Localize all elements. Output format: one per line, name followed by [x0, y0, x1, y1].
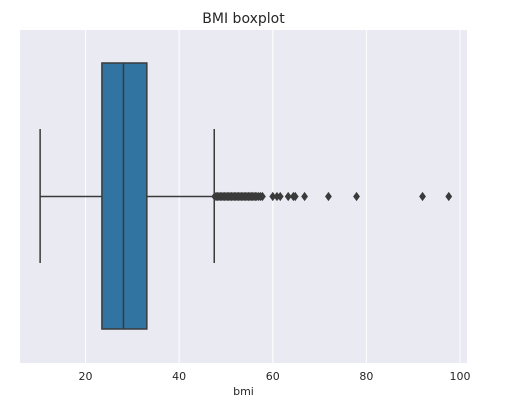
outlier-markers	[211, 191, 453, 202]
outlier-point	[325, 191, 332, 202]
x-tick-label: 80	[359, 370, 373, 383]
outlier-point	[276, 191, 284, 202]
x-tick-label: 20	[79, 370, 93, 383]
outlier-point	[419, 191, 426, 202]
iqr-box	[101, 62, 148, 330]
x-tick-label: 40	[172, 370, 186, 383]
outlier-point	[301, 191, 308, 202]
x-tick-label: 100	[449, 370, 470, 383]
outlier-point	[269, 191, 277, 202]
outlier-point	[291, 191, 299, 202]
boxplot	[39, 62, 215, 330]
outlier-point	[445, 191, 453, 202]
outlier-point	[284, 191, 292, 202]
outlier-point	[353, 191, 360, 202]
x-tick-label: 60	[266, 370, 280, 383]
chart-title: BMI boxplot	[202, 11, 285, 27]
x-tick-labels: 20 40 60 80 100	[79, 370, 471, 383]
x-axis-label: bmi	[233, 385, 254, 398]
outlier-point	[259, 191, 266, 202]
